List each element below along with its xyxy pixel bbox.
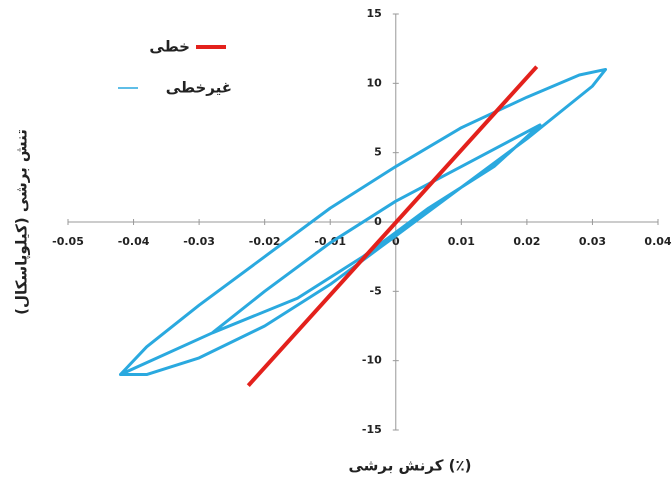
x-tick-label: 0.01 (448, 235, 475, 248)
y-axis-label: تنش برشی (کیلوپاسکال) (13, 129, 32, 315)
x-tick-label: -0.03 (183, 235, 215, 248)
legend-label: غیرخطی (166, 79, 232, 97)
y-tick-label: 15 (366, 7, 381, 20)
x-tick-label: 0 (392, 235, 400, 248)
y-tick-label: -10 (362, 354, 382, 367)
x-tick-label: -0.05 (52, 235, 84, 248)
x-tick-label: -0.04 (118, 235, 150, 248)
x-tick-label: -0.02 (249, 235, 281, 248)
y-tick-label: 10 (366, 76, 382, 89)
legend-label: خطی (149, 38, 190, 56)
series-line (118, 67, 608, 377)
x-axis-label: کرنش برشی (٪) (348, 457, 471, 475)
y-tick-label: 0 (374, 215, 382, 228)
y-tick-label: -15 (362, 423, 382, 436)
y-tick-label: -5 (370, 284, 382, 297)
series-line (246, 65, 539, 387)
x-tick-label: 0.02 (513, 235, 540, 248)
y-tick-label: 5 (374, 146, 382, 159)
x-tick-label: 0.03 (579, 235, 606, 248)
x-tick-label: 0.04 (644, 235, 671, 248)
